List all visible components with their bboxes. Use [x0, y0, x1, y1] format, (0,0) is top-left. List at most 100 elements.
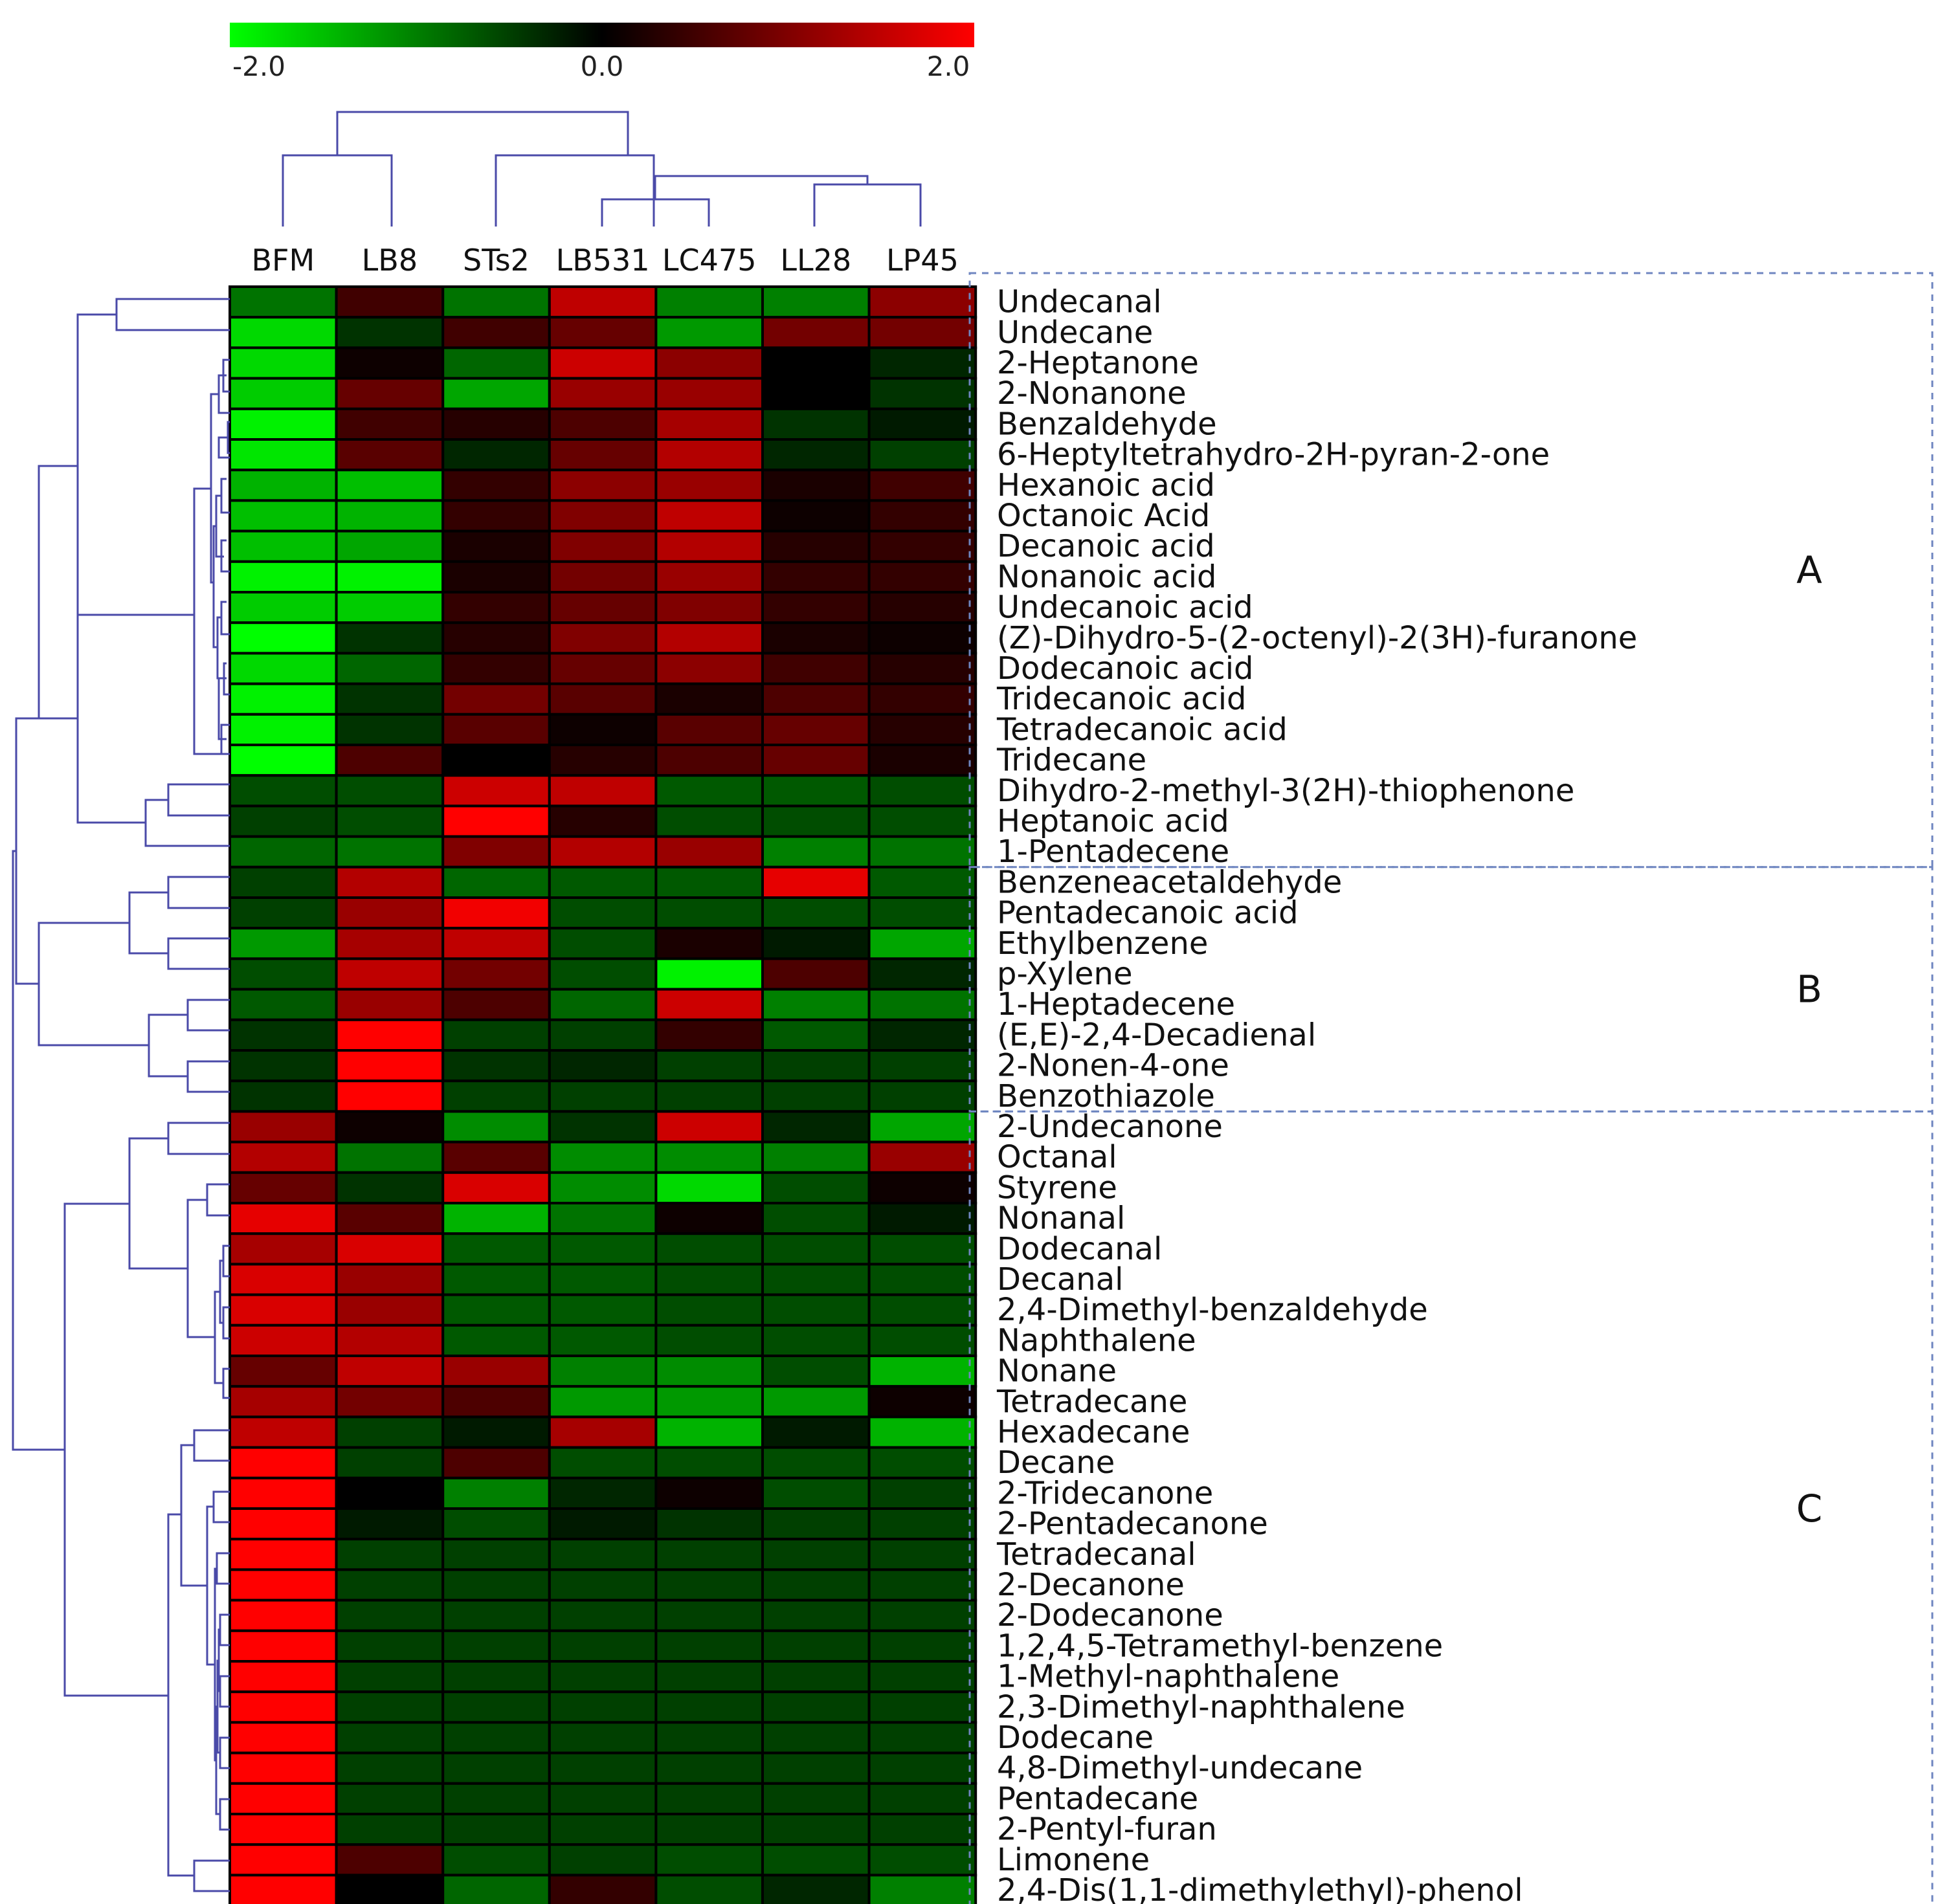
heatmap-cell	[548, 988, 658, 1021]
row-label: Tetradecanal	[996, 1536, 1196, 1573]
heatmap-cell	[229, 438, 338, 472]
heatmap-cell	[548, 1232, 658, 1266]
heatmap-cell	[441, 285, 551, 319]
heatmap-cell	[654, 407, 765, 441]
heatmap-cell	[229, 1874, 338, 1904]
heatmap-cell	[654, 1476, 765, 1511]
heatmap-cell	[441, 1690, 551, 1724]
heatmap-cell	[761, 1232, 871, 1266]
heatmap-cell	[654, 835, 765, 869]
heatmap-cell	[654, 1599, 765, 1632]
heatmap-cell	[441, 1049, 551, 1083]
heatmap-cell	[867, 927, 977, 960]
heatmap-cell	[867, 1079, 977, 1113]
row-label: 2-Pentyl-furan	[997, 1811, 1217, 1848]
heatmap-cell	[229, 1293, 338, 1327]
row-label: 2-Undecanone	[997, 1109, 1223, 1145]
heatmap-cell	[761, 1415, 871, 1449]
heatmap-cell	[761, 499, 871, 533]
heatmap-cell	[761, 1874, 871, 1904]
heatmap-cell	[867, 1751, 977, 1785]
column-dendrogram-branches	[282, 111, 922, 227]
heatmap-cell	[335, 621, 445, 655]
heatmap-cell	[548, 927, 658, 960]
row-label: 2-Heptanone	[997, 345, 1199, 381]
heatmap-cell	[229, 1476, 338, 1511]
heatmap-cell	[335, 1476, 445, 1511]
row-label: Hexanoic acid	[997, 467, 1215, 504]
cluster-box	[968, 272, 1934, 869]
heatmap-cell	[654, 1202, 765, 1235]
heatmap-cell	[867, 285, 977, 319]
heatmap-cell	[335, 1140, 445, 1174]
heatmap-cell	[761, 774, 871, 808]
heatmap-cell	[441, 1507, 551, 1541]
heatmap-cell	[335, 1385, 445, 1419]
heatmap-cell	[654, 804, 765, 838]
heatmap-cell	[335, 744, 445, 777]
heatmap-cell	[441, 1629, 551, 1663]
heatmap-cell	[548, 1018, 658, 1052]
heatmap-cell	[654, 1507, 765, 1541]
heatmap-cell	[441, 896, 551, 930]
heatmap-cell	[441, 1355, 551, 1388]
row-label: Dodecanoic acid	[997, 650, 1254, 687]
heatmap-cell	[761, 927, 871, 960]
heatmap-cell	[654, 1293, 765, 1327]
heatmap-cell	[867, 1293, 977, 1327]
heatmap-cell	[229, 1660, 338, 1694]
heatmap-cell	[441, 835, 551, 869]
heatmap-cell	[229, 1079, 338, 1113]
heatmap-cell	[867, 896, 977, 930]
heatmap-cell	[654, 1813, 765, 1846]
heatmap-cell	[548, 1751, 658, 1785]
column-dendrogram	[282, 111, 922, 227]
row-label: Tetradecane	[996, 1384, 1187, 1420]
heatmap-cell	[441, 1263, 551, 1296]
column-label: STs2	[463, 243, 530, 278]
heatmap-cell	[441, 1782, 551, 1816]
row-label: Octanal	[997, 1139, 1117, 1175]
heatmap-cell	[654, 1874, 765, 1904]
heatmap-cell	[654, 346, 765, 380]
heatmap-cell	[548, 1049, 658, 1083]
heatmap-cell	[867, 1660, 977, 1694]
row-label: 2,4-Dimethyl-benzaldehyde	[997, 1292, 1428, 1328]
heatmap-cell	[761, 1476, 871, 1511]
heatmap-cell	[335, 1293, 445, 1327]
heatmap-cell	[761, 957, 871, 991]
heatmap-cell	[867, 1538, 977, 1571]
heatmap-cell	[548, 1599, 658, 1632]
heatmap-cell	[761, 1721, 871, 1755]
heatmap-cell	[229, 865, 338, 900]
heatmap-cell	[335, 407, 445, 441]
heatmap-cell	[229, 469, 338, 502]
heatmap-cell	[229, 1721, 338, 1755]
row-label: 2-Nonanone	[997, 375, 1187, 412]
heatmap-cell	[335, 713, 445, 747]
heatmap-cell	[654, 529, 765, 563]
row-label: Undecane	[997, 315, 1153, 351]
heatmap-cell	[867, 682, 977, 716]
heatmap-cell	[654, 1446, 765, 1479]
heatmap-cell	[335, 1323, 445, 1358]
color-scale-mid-label: 0.0	[581, 50, 624, 82]
heatmap-cell	[441, 1446, 551, 1479]
heatmap-cell	[654, 1171, 765, 1205]
heatmap-cell	[229, 1568, 338, 1602]
row-label: Decane	[997, 1445, 1115, 1481]
column-label: BFM	[251, 243, 315, 278]
row-label: Dodecane	[997, 1720, 1154, 1756]
heatmap-cell	[335, 1568, 445, 1602]
heatmap-cell	[229, 285, 338, 319]
heatmap-cell	[229, 1171, 338, 1205]
heatmap-cell	[229, 682, 338, 716]
heatmap-cell	[335, 285, 445, 319]
heatmap-cell	[441, 346, 551, 380]
heatmap-cell	[335, 957, 445, 991]
heatmap-cell	[441, 1721, 551, 1755]
heatmap-cell	[335, 835, 445, 869]
heatmap-cell	[335, 682, 445, 716]
heatmap-cell	[761, 1813, 871, 1846]
